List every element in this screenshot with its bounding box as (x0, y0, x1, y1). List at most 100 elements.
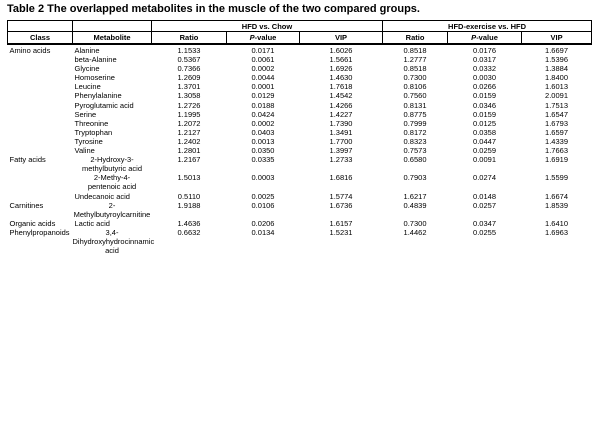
pvalue-cell: 0.0274 (473, 173, 496, 183)
vip-cell: 1.7513 (545, 100, 568, 110)
vip-cell: 1.6026 (329, 46, 353, 55)
table-row: Phenylpropanoids 3,4- Dihydroxyhydrocinnam… (8, 228, 592, 255)
vip-cell: 1.3884 (545, 64, 568, 74)
vip-cell: 1.3997 (329, 146, 353, 156)
pvalue-cell: 0.0266 (473, 82, 496, 92)
metabolite-cell: Homoserine (74, 73, 115, 83)
ratio-cell: 1.2167 (177, 155, 201, 165)
class-cell (8, 192, 73, 201)
metabolite-cell: Glycine (74, 64, 100, 74)
vip-cell: 1.5231 (329, 227, 353, 237)
ratio-cell: 1.2801 (177, 146, 201, 156)
ratio-cell: 0.5367 (177, 55, 201, 65)
table-title: Table 2 The overlapped metabolites in th… (7, 3, 420, 15)
ratio-cell: 0.8323 (403, 136, 427, 146)
pvalue-cell: 0.0134 (251, 227, 275, 237)
vip-cell: 1.7390 (329, 118, 353, 128)
pvalue-cell: 0.0044 (251, 73, 275, 83)
class-cell (8, 91, 73, 100)
class-cell (8, 73, 73, 82)
table-row: Glycine 0.7366 0.0002 1.6926 0.8518 0.0332 1.3… (8, 64, 592, 73)
ratio-cell: 1.1995 (177, 109, 201, 119)
metabolite-cell: Tryptophan (74, 127, 113, 137)
vip-cell: 1.4542 (329, 91, 353, 101)
ratio-cell: 1.2402 (177, 136, 201, 146)
ratio-cell: 0.6632 (177, 227, 201, 237)
ratio-cell: 1.2127 (177, 127, 201, 137)
metabolite-cell: 2-Hydroxy-3- methylbutyric acid (81, 155, 143, 174)
pvalue-cell: 0.0025 (251, 191, 275, 201)
table-row: Threonine 1.2072 0.0002 1.7390 0.7999 0.0125 1… (8, 119, 592, 128)
vip-cell: 1.6697 (545, 46, 568, 55)
pvalue-italic-p: P (471, 33, 477, 42)
metabolite-cell: Alanine (74, 46, 100, 55)
pvalue-cell: 0.0129 (251, 91, 275, 101)
vip-column-header-2: VIP (521, 31, 593, 45)
vip-cell: 1.6410 (545, 218, 568, 228)
ratio-cell: 0.7903 (403, 173, 427, 183)
pvalue-cell: 0.0424 (251, 109, 275, 119)
pvalue-cell: 0.0347 (473, 218, 496, 228)
ratio-cell: 0.5110 (177, 191, 201, 201)
vip-cell: 1.8539 (545, 200, 568, 210)
ratio-cell: 0.7560 (403, 91, 427, 101)
vip-cell: 1.7663 (545, 146, 568, 156)
ratio-cell: 1.3058 (177, 91, 201, 101)
ratio-cell: 1.5013 (177, 173, 201, 183)
pvalue-cell: 0.0148 (473, 191, 496, 201)
ratio-cell: 1.2072 (177, 118, 201, 128)
metabolite-cell: 2-Methy-4- pentenoic acid (87, 173, 137, 192)
pvalue-cell: 0.0002 (251, 118, 275, 128)
table-row: Fatty acids 2-Hydroxy-3- methylbutyric aci… (8, 155, 592, 173)
class-cell: Organic acids (9, 218, 56, 228)
table-row: Phenylalanine 1.3058 0.0129 1.4542 0.7560 0.0… (8, 91, 592, 100)
ratio-column-header-1: Ratio (151, 31, 227, 45)
class-cell (8, 82, 73, 91)
ratio-column-header-2: Ratio (382, 31, 449, 45)
pvalue-cell: 0.0013 (251, 136, 275, 146)
pvalue-cell: 0.0106 (251, 200, 275, 210)
pvalue-cell: 0.0332 (473, 64, 496, 74)
pvalue-cell: 0.0125 (473, 118, 496, 128)
pvalue-cell: 0.0171 (251, 46, 275, 55)
ratio-cell: 0.8518 (403, 46, 427, 55)
table-row: Organic acids Lactic acid 1.4636 0.0206 1.61… (8, 219, 592, 228)
class-cell (8, 55, 73, 64)
ratio-cell: 0.7300 (403, 73, 427, 83)
ratio-cell: 0.8518 (403, 64, 427, 74)
pvalue-cell: 0.0335 (251, 155, 275, 165)
vip-cell: 1.6547 (545, 109, 568, 119)
ratio-cell: 1.2726 (177, 100, 201, 110)
pvalue-column-header-2: P-value (447, 31, 523, 45)
class-cell: Carnitines (9, 200, 44, 210)
vip-cell: 1.6674 (545, 191, 568, 201)
vip-cell: 1.6963 (545, 227, 568, 237)
table-row: Homoserine 1.2609 0.0044 1.4630 0.7300 0.0030… (8, 73, 592, 82)
column-header-row: Class Metabolite Ratio P-value VIP Ratio… (7, 31, 593, 45)
vip-cell: 1.6926 (329, 64, 353, 74)
ratio-cell: 0.8131 (403, 100, 427, 110)
pvalue-cell: 0.0030 (473, 73, 496, 83)
class-cell (8, 119, 73, 128)
metabolite-cell: Phenylalanine (74, 91, 122, 101)
vip-cell: 1.5661 (329, 55, 353, 65)
class-cell (8, 128, 73, 137)
metabolite-cell: Leucine (74, 82, 101, 92)
pvalue-cell: 0.0358 (473, 127, 496, 137)
ratio-cell: 0.8172 (403, 127, 427, 137)
pvalue-italic-p: P (249, 33, 255, 42)
pvalue-cell: 0.0159 (473, 91, 496, 101)
table-row: Serine 1.1995 0.0424 1.4227 0.8775 0.0159 1.65… (8, 110, 592, 119)
table-body: Amino acids Alanine 1.1533 0.0171 1.6026 0.85… (8, 44, 592, 255)
ratio-cell: 0.6580 (403, 155, 427, 165)
pvalue-cell: 0.0255 (473, 227, 496, 237)
vip-cell: 1.5396 (545, 55, 568, 65)
pvalue-rest: -value (254, 33, 277, 42)
metabolite-cell: 3,4- Dihydroxyhydrocinnamic acid (72, 227, 155, 256)
metabolite-cell: Lactic acid (74, 218, 110, 228)
vip-cell: 1.6013 (545, 82, 568, 92)
vip-cell: 1.5599 (545, 173, 568, 183)
class-cell (8, 110, 73, 119)
metabolite-column-header: Metabolite (72, 31, 152, 45)
ratio-cell: 1.6217 (403, 191, 427, 201)
